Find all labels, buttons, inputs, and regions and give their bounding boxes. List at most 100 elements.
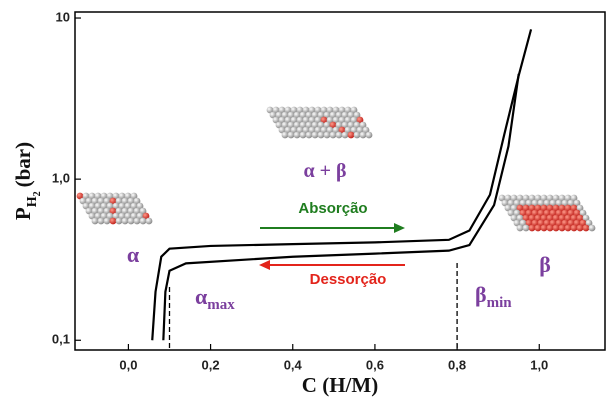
atom (94, 202, 102, 210)
atom (299, 111, 307, 119)
atom (115, 197, 123, 205)
atom (88, 202, 96, 210)
y-label-subsub: 2 (32, 191, 43, 196)
atom (266, 106, 274, 114)
atom (275, 111, 283, 119)
atom (329, 111, 337, 119)
atom (573, 219, 581, 227)
atom (537, 199, 545, 207)
atom (94, 192, 102, 200)
atom (308, 126, 316, 134)
atom (540, 194, 548, 202)
atom (317, 121, 325, 129)
alpha-label: α (127, 242, 140, 267)
atom (534, 204, 542, 212)
atom (109, 217, 117, 225)
atom (124, 202, 132, 210)
arrow-head (259, 260, 270, 270)
atom (347, 131, 355, 139)
atom (579, 219, 587, 227)
atom (540, 204, 548, 212)
lattice (266, 106, 373, 139)
x-tick-label: 0,4 (284, 357, 303, 372)
atom (112, 212, 120, 220)
atom (136, 212, 144, 220)
isotherm-line (162, 73, 520, 341)
atom (528, 224, 536, 232)
atom (97, 207, 105, 215)
atom (112, 192, 120, 200)
atom (323, 131, 331, 139)
plot-frame (74, 11, 606, 351)
y-label-main: P (11, 207, 35, 220)
atom (299, 121, 307, 129)
atom (287, 121, 295, 129)
atom (142, 212, 150, 220)
atom (522, 224, 530, 232)
atom (540, 224, 548, 232)
atom (329, 131, 337, 139)
atom (112, 202, 120, 210)
atom (332, 116, 340, 124)
atom (549, 219, 557, 227)
atom (555, 209, 563, 217)
atom (344, 126, 352, 134)
atom (537, 209, 545, 217)
atom (516, 214, 524, 222)
atom (314, 116, 322, 124)
atom (118, 212, 126, 220)
atom (130, 202, 138, 210)
atom (314, 106, 322, 114)
atom (121, 197, 129, 205)
atom (338, 106, 346, 114)
atom (305, 111, 313, 119)
atom (296, 116, 304, 124)
atom (570, 194, 578, 202)
y-label-unit: (bar) (11, 142, 35, 188)
atom (344, 116, 352, 124)
atom (290, 106, 298, 114)
atom (552, 204, 560, 212)
atom (311, 131, 319, 139)
atom (501, 199, 509, 207)
atom (498, 194, 506, 202)
atom (287, 111, 295, 119)
atom (534, 214, 542, 222)
atom (94, 212, 102, 220)
atom (302, 116, 310, 124)
atom (576, 214, 584, 222)
isotherm-line (151, 29, 533, 341)
atom (359, 121, 367, 129)
atom (284, 126, 292, 134)
atom (139, 207, 147, 215)
atom (91, 207, 99, 215)
y-label-sub: H (25, 196, 40, 207)
beta-min-sub: min (487, 295, 513, 311)
atom (531, 199, 539, 207)
atom (567, 219, 575, 227)
atom (564, 204, 572, 212)
desorption-label: Dessorção (310, 271, 387, 288)
atom (555, 219, 563, 227)
x-tick-label: 1,0 (530, 357, 548, 372)
atom (344, 106, 352, 114)
atom (127, 207, 135, 215)
atom (124, 192, 132, 200)
atom (528, 214, 536, 222)
atom (558, 224, 566, 232)
atom (323, 121, 331, 129)
atom (362, 126, 370, 134)
atom (136, 202, 144, 210)
atom (546, 194, 554, 202)
x-tick-label: 0,2 (202, 357, 220, 372)
y-tick-label: 1,0 (52, 171, 70, 186)
atom (302, 106, 310, 114)
atom (79, 197, 87, 205)
atom (272, 116, 280, 124)
atom (326, 116, 334, 124)
atom (347, 111, 355, 119)
atom (347, 121, 355, 129)
atom (552, 224, 560, 232)
atom (338, 126, 346, 134)
atom (317, 111, 325, 119)
